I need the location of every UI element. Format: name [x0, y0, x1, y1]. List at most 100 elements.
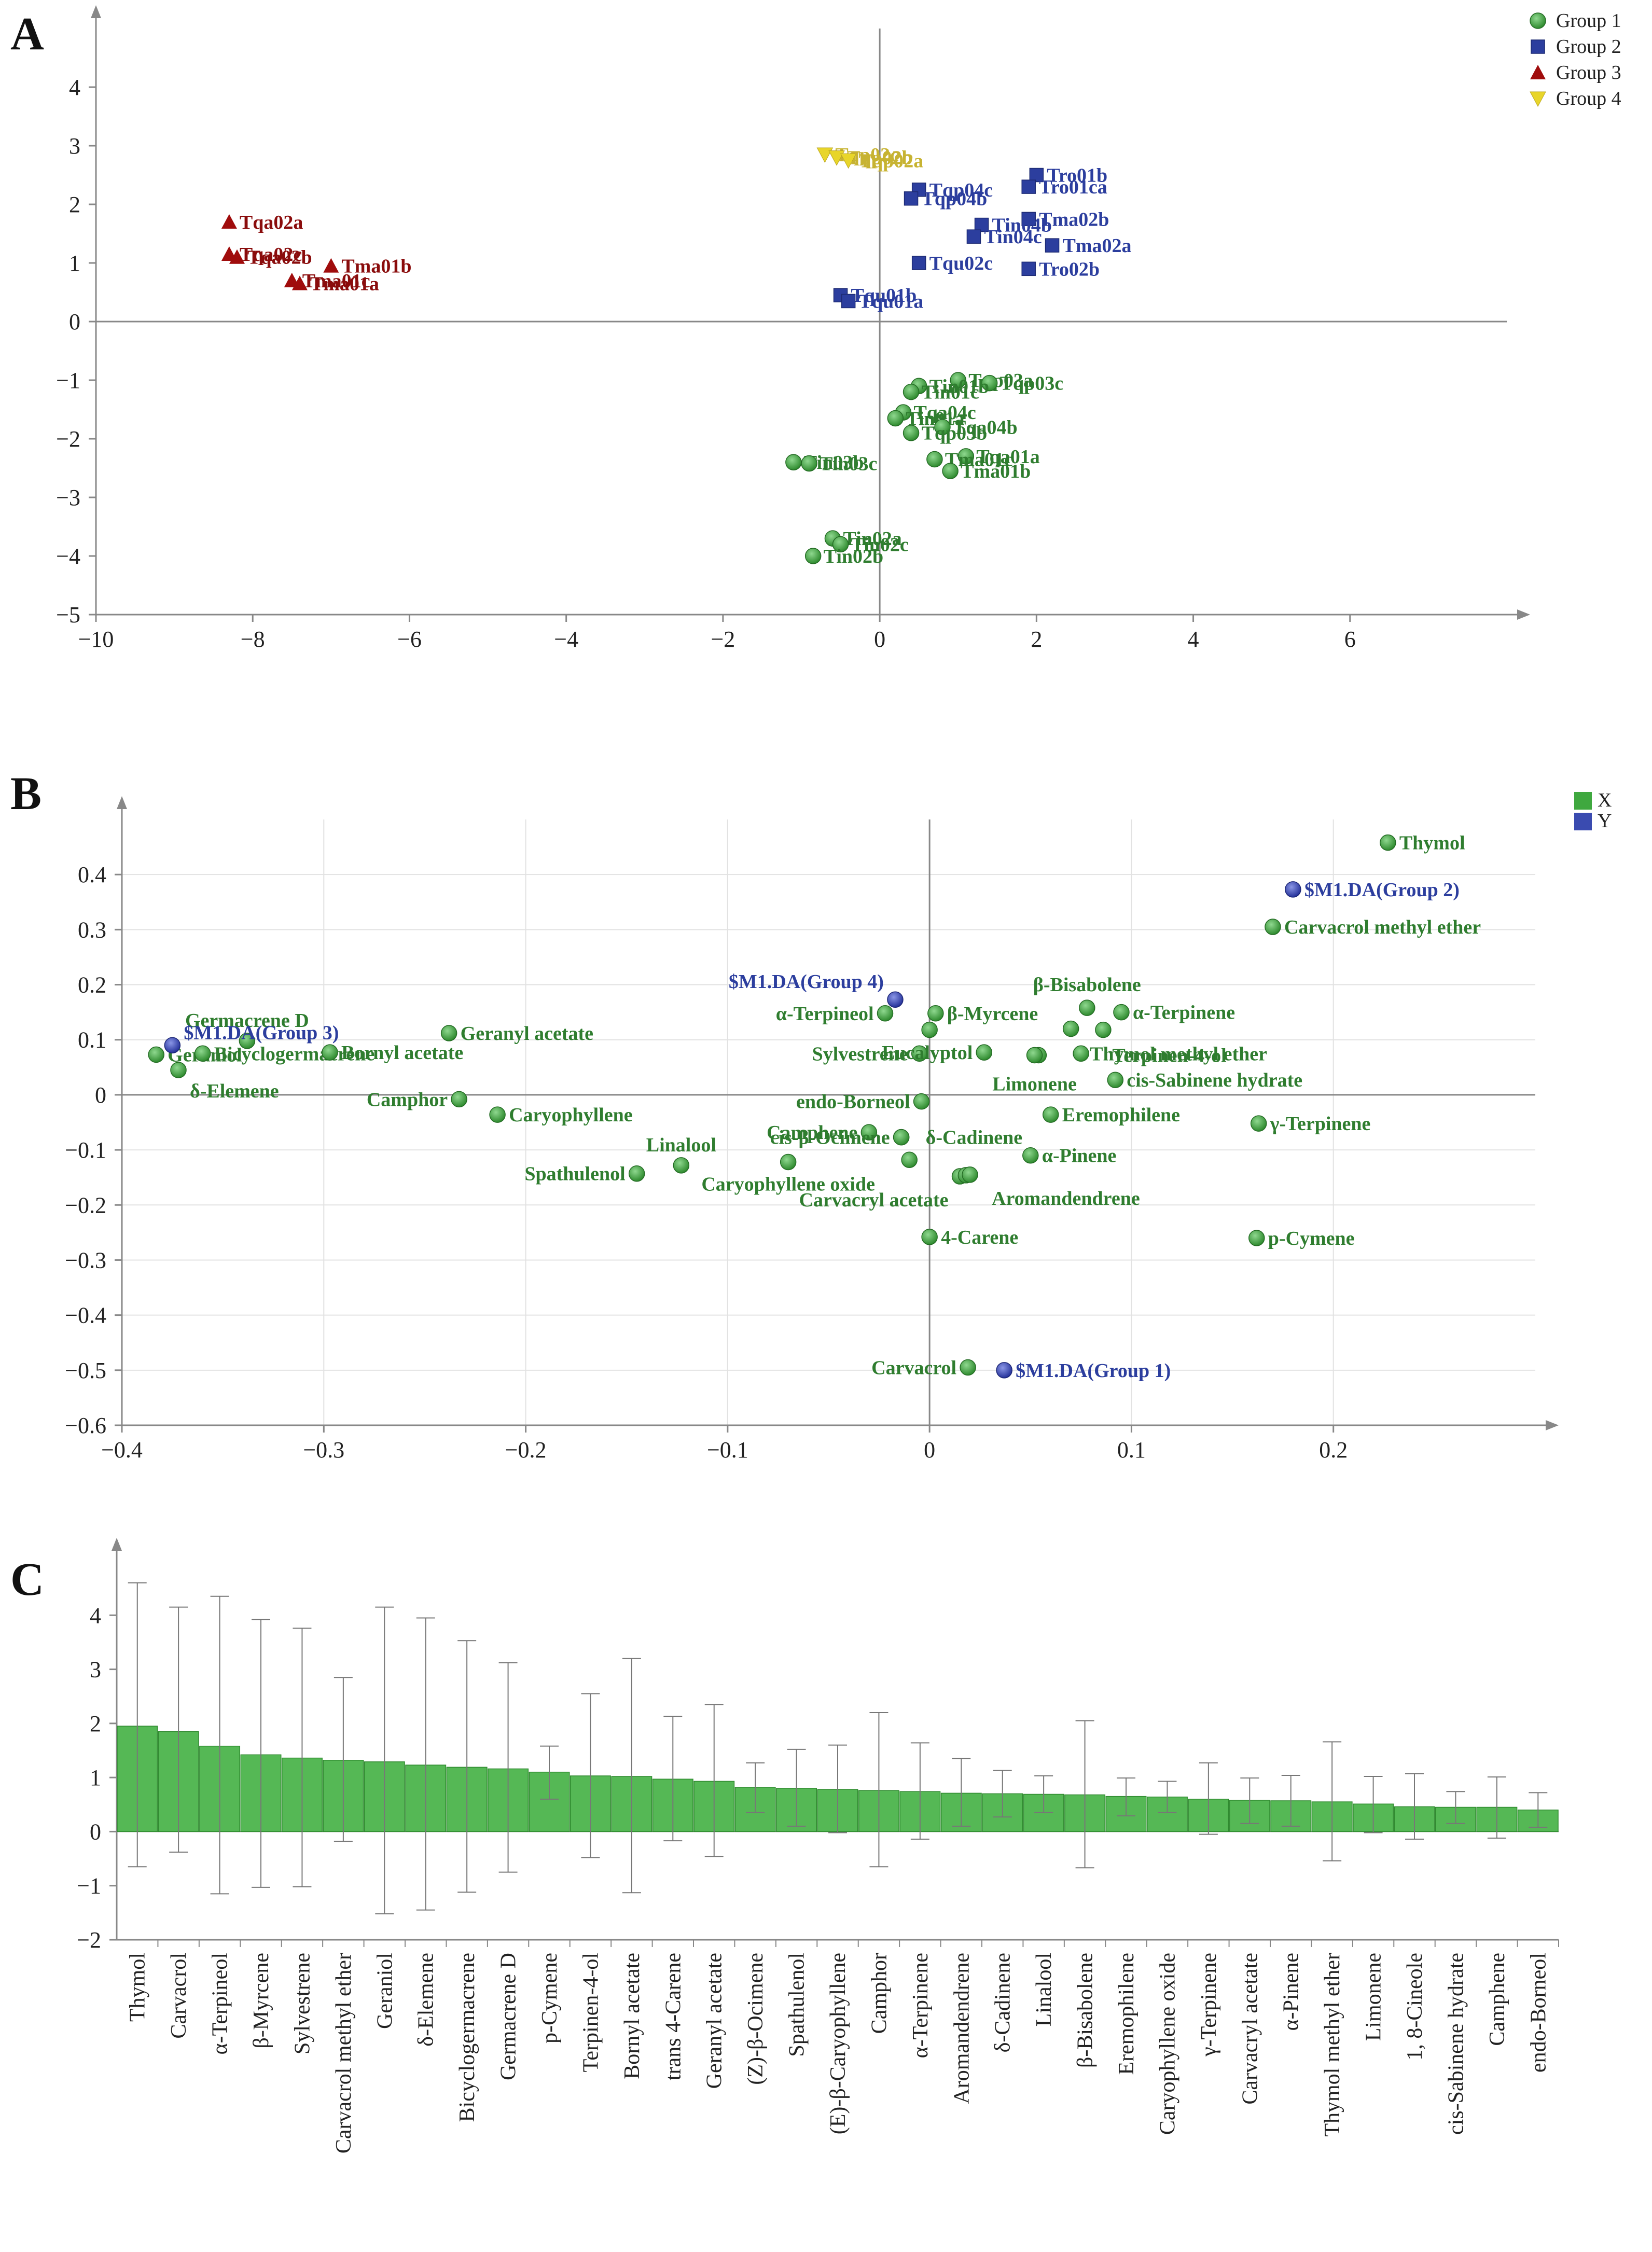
- loading-label-terpinen-4-ol: Terpinen-4-ol: [1112, 1045, 1226, 1066]
- category-label-bicyclogermacrene: Bicyclogermacrene: [455, 1953, 479, 2122]
- legend-marker-group-3: [1530, 65, 1546, 79]
- loading-point-sylvestrene: [911, 1045, 928, 1062]
- y-tick-label: −4: [56, 544, 80, 569]
- point-tin03c: [801, 455, 817, 472]
- x-tick-label: 6: [1344, 627, 1356, 652]
- loading-point-terpinene: [1250, 1115, 1267, 1132]
- point-label-tin04b: Tin04b: [992, 215, 1052, 237]
- legend-label-y: Y: [1598, 810, 1612, 832]
- y-tick-label: 0: [69, 309, 80, 335]
- point-label-tqa02c: Tqa02c: [240, 244, 302, 266]
- category-label-1-8-cineole: 1, 8-Cineole: [1403, 1953, 1427, 2061]
- loading-point-item: [921, 1021, 938, 1038]
- point-tma01a: [291, 275, 308, 290]
- point-label-tqp03a: Tqp03a: [968, 370, 1033, 392]
- loading-point-camphene: [860, 1124, 878, 1141]
- loading-point-item: [1095, 1021, 1112, 1038]
- loading-label-carvacryl-acetate: Carvacryl acetate: [799, 1189, 949, 1211]
- loading-point-caryophyllene-oxide: [780, 1153, 797, 1171]
- panel-letter-b: B: [10, 768, 41, 819]
- loading-point-elemene: [170, 1062, 187, 1078]
- loading-point-m1-da-group-3: [164, 1037, 181, 1054]
- loading-point-carvacrol: [960, 1359, 976, 1376]
- point-label-tma02a: Tma02a: [1063, 235, 1132, 257]
- category-label-eremophilene: Eremophilene: [1115, 1953, 1139, 2075]
- loading-point-geraniol: [148, 1046, 164, 1063]
- y-tick-label: −1: [77, 1873, 101, 1899]
- category-label-e-caryophyllene: (E)-β-Caryophyllene: [826, 1953, 850, 2134]
- y-tick-label: 4: [90, 1603, 101, 1628]
- category-label-p-cymene: p-Cymene: [538, 1953, 562, 2044]
- point-label-tma01b: Tma01b: [341, 256, 411, 277]
- loading-label-terpinene: γ-Terpinene: [1270, 1113, 1371, 1135]
- loading-point-thymol-methyl-ether: [1073, 1045, 1089, 1062]
- loading-label-m1-da-group-3: $M1.DA(Group 3): [184, 1022, 339, 1044]
- point-tma02b: [1021, 212, 1036, 226]
- point-label-tqa04b: Tqa04b: [953, 416, 1018, 438]
- category-label-z-ocimene: (Z)-β-Ocimene: [744, 1953, 768, 2085]
- point-tin02c: [832, 536, 849, 553]
- y-tick-label: 0: [90, 1819, 101, 1844]
- x-tick-label: 4: [1188, 627, 1199, 652]
- category-label-carvacrol: Carvacrol: [167, 1953, 191, 2039]
- loading-point-linalool: [673, 1157, 690, 1174]
- point-label-tin04c: Tin04c: [984, 226, 1042, 248]
- point-label-tro01b: Tro01b: [1047, 165, 1107, 187]
- y-tick-label: −0.1: [65, 1137, 106, 1163]
- category-label-carvacrol-methyl-ether: Carvacrol methyl ether: [332, 1953, 356, 2153]
- loading-label-sylvestrene: Sylvestrene: [812, 1043, 908, 1065]
- point-label-tqa02b: Tqa02b: [247, 247, 312, 269]
- loading-label-cadinene: δ-Cadinene: [926, 1127, 1023, 1149]
- point-label-tin01c: Tin01c: [922, 382, 979, 404]
- y-tick-label: 0.3: [78, 917, 106, 942]
- point-label-tma01c: Tma01c: [302, 270, 370, 292]
- y-tick-label: −1: [56, 368, 80, 393]
- loading-label-limonene: Limonene: [992, 1073, 1077, 1095]
- y-tick-label: −2: [77, 1927, 101, 1953]
- loading-point-item: [901, 1151, 918, 1168]
- loading-point-p-cymene: [1248, 1230, 1265, 1246]
- point-tma01b: [942, 463, 959, 479]
- point-tro01b: [1029, 168, 1044, 183]
- loading-point-m1-da-group-2: [1285, 881, 1301, 898]
- point-tqa02a: [221, 214, 237, 229]
- x-tick-label: −6: [397, 627, 422, 652]
- point-label-tin03c: Tin03c: [820, 453, 877, 475]
- x-tick-label: 2: [1031, 627, 1042, 652]
- x-tick-label: −0.1: [707, 1437, 748, 1463]
- loading-label-caryophyllene: Caryophyllene: [509, 1104, 633, 1126]
- loading-point-geranyl-acetate: [440, 1025, 457, 1041]
- legend-swatch-y: [1574, 813, 1592, 830]
- loading-point-eremophilene: [1042, 1106, 1059, 1123]
- point-tin04b: [974, 217, 989, 232]
- point-label-tqp04c: Tqp04c: [929, 179, 993, 201]
- loading-point-bicyclogermacrene: [194, 1045, 211, 1062]
- category-label-bornyl-acetate: Bornyl acetate: [620, 1953, 644, 2079]
- category-label-camphor: Camphor: [867, 1953, 891, 2034]
- panel-letter-c: C: [10, 1554, 44, 1605]
- point-label-tqa02a: Tqa02a: [240, 212, 303, 233]
- category-label-terpinene: α-Terpinene: [909, 1953, 933, 2058]
- loading-label-carvacrol: Carvacrol: [871, 1357, 956, 1379]
- legend-marker-group-1: [1530, 12, 1546, 29]
- loading-point-spathulenol: [628, 1165, 645, 1182]
- category-label-myrcene: β-Myrcene: [249, 1953, 273, 2049]
- loading-label-m1-da-group-4: $M1.DA(Group 4): [729, 971, 884, 993]
- category-label-bisabolene: β-Bisabolene: [1074, 1953, 1098, 2068]
- category-label-terpinen-4-ol: Terpinen-4-ol: [579, 1953, 603, 2072]
- point-label-tin02b: Tin02b: [824, 546, 883, 567]
- category-label-cis-sabinene-hydrate: cis-Sabinene hydrate: [1444, 1953, 1468, 2135]
- x-tick-label: −0.3: [303, 1437, 344, 1463]
- loading-label-m1-da-group-1: $M1.DA(Group 1): [1016, 1360, 1171, 1382]
- loading-label-thymol-methyl-ether: Thymol methyl ether: [1090, 1043, 1267, 1065]
- loading-label-p-cymene: p-Cymene: [1268, 1228, 1355, 1249]
- loading-point-cis-sabinene-hydrate: [1107, 1072, 1124, 1088]
- point-label-tma01a: Tma01a: [310, 273, 379, 295]
- y-tick-label: −0.6: [65, 1413, 106, 1438]
- y-tick-label: −2: [56, 426, 80, 452]
- legend-label-x: X: [1598, 789, 1612, 811]
- panel-b-loading-plot: −0.4 −0.3 −0.2 −0.1 0 0.1 0.2 −0.6 −0.5 −0.4 −0.3 −…: [65, 789, 1612, 1463]
- loading-point-aromandendrene: [962, 1166, 978, 1183]
- loading-label-spathulenol: Spathulenol: [524, 1163, 625, 1185]
- point-tro02b: [1021, 261, 1036, 276]
